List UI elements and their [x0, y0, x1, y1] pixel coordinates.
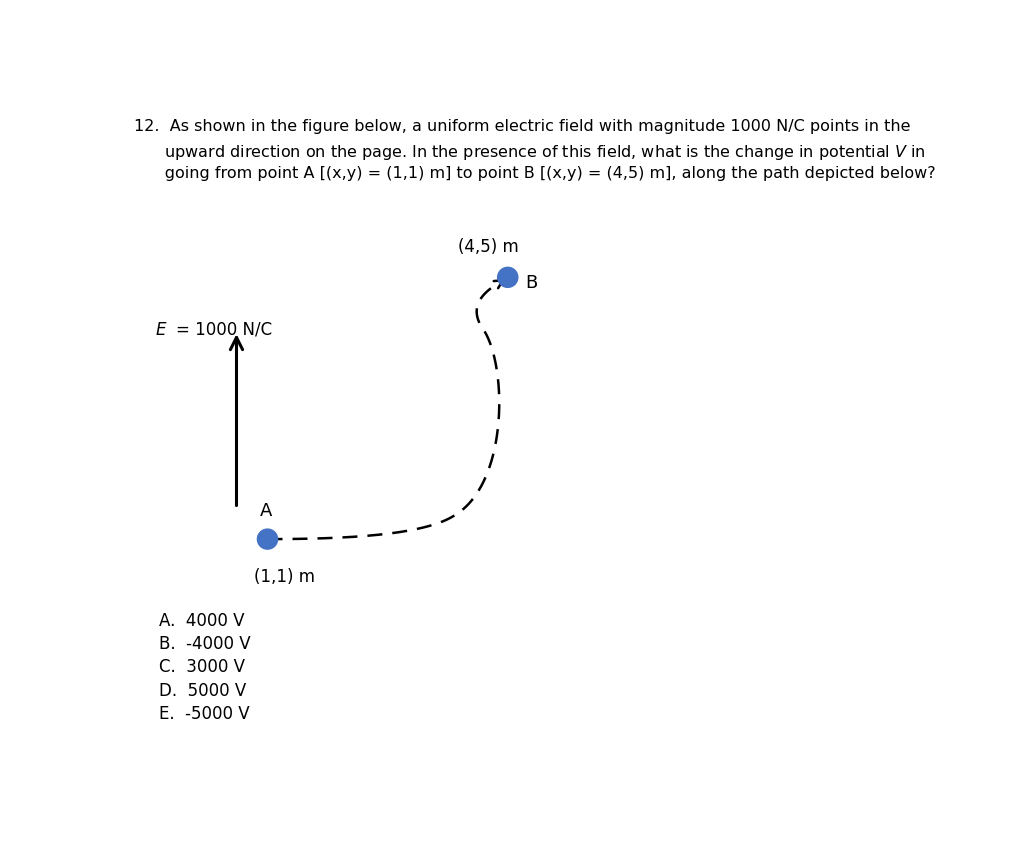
Text: B: B [524, 275, 537, 293]
Text: upward direction on the page. In the presence of this field, what is the change : upward direction on the page. In the pre… [134, 142, 926, 162]
Text: A: A [260, 502, 272, 520]
Text: (1,1) m: (1,1) m [254, 568, 314, 586]
Text: (4,5) m: (4,5) m [458, 237, 519, 256]
Text: A.  4000 V: A. 4000 V [159, 612, 245, 630]
Text: going from point A [(x,y) = (1,1) m] to point B [(x,y) = (4,5) m], along the pat: going from point A [(x,y) = (1,1) m] to … [134, 165, 936, 181]
Text: $E$: $E$ [155, 321, 168, 338]
Text: C.  3000 V: C. 3000 V [159, 658, 245, 677]
Circle shape [257, 529, 278, 550]
Text: D.  5000 V: D. 5000 V [159, 682, 246, 700]
Text: 12.  As shown in the figure below, a uniform electric field with magnitude 1000 : 12. As shown in the figure below, a unif… [134, 120, 910, 135]
Text: = 1000 N/C: = 1000 N/C [176, 321, 272, 338]
Circle shape [498, 267, 518, 287]
Text: B.  -4000 V: B. -4000 V [159, 635, 251, 653]
Text: E.  -5000 V: E. -5000 V [159, 705, 250, 722]
